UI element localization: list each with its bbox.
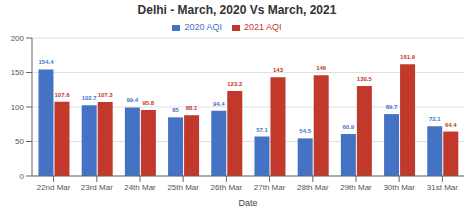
svg-text:Date: Date (238, 198, 257, 206)
svg-text:26th Mar: 26th Mar (211, 183, 243, 192)
svg-text:102.7: 102.7 (82, 95, 98, 101)
svg-text:25th Mar: 25th Mar (167, 183, 199, 192)
svg-text:24th Mar: 24th Mar (124, 183, 156, 192)
svg-text:107.6: 107.6 (54, 92, 70, 98)
svg-text:200: 200 (11, 34, 25, 43)
svg-text:27th Mar: 27th Mar (254, 183, 286, 192)
svg-text:23rd Mar: 23rd Mar (81, 183, 113, 192)
svg-text:85: 85 (172, 107, 179, 113)
svg-text:143: 143 (273, 67, 284, 73)
svg-text:123.2: 123.2 (227, 81, 243, 87)
svg-text:60.9: 60.9 (343, 124, 355, 130)
svg-text:99.4: 99.4 (127, 97, 139, 103)
svg-text:154.4: 154.4 (38, 59, 54, 65)
svg-text:0: 0 (20, 172, 25, 181)
svg-text:72.1: 72.1 (429, 116, 441, 122)
svg-text:31st Mar: 31st Mar (427, 183, 458, 192)
svg-text:50: 50 (15, 137, 24, 146)
svg-text:130.5: 130.5 (357, 76, 373, 82)
html-text:2021 AQI: 2021 AQI (244, 22, 282, 32)
svg-text:64.4: 64.4 (445, 122, 457, 128)
html-text:Delhi - March, 2020 Vs March,: Delhi - March, 2020 Vs March, 2021 (137, 3, 337, 17)
svg-text:29th Mar: 29th Mar (340, 183, 372, 192)
svg-text:95.8: 95.8 (143, 100, 155, 106)
svg-text:100: 100 (11, 103, 25, 112)
svg-text:22nd Mar: 22nd Mar (37, 183, 71, 192)
svg-text:30th Mar: 30th Mar (383, 183, 415, 192)
svg-text:161.9: 161.9 (400, 54, 416, 60)
svg-text:88.1: 88.1 (186, 105, 198, 111)
svg-text:89.7: 89.7 (386, 104, 398, 110)
html-text:2020 AQI: 2020 AQI (184, 22, 222, 32)
svg-text:57.1: 57.1 (256, 127, 268, 133)
svg-text:94.4: 94.4 (213, 101, 225, 107)
svg-text:146: 146 (316, 65, 327, 71)
svg-text:150: 150 (11, 68, 25, 77)
svg-text:54.5: 54.5 (299, 128, 311, 134)
svg-text:107.3: 107.3 (98, 92, 114, 98)
svg-text:28th Mar: 28th Mar (297, 183, 329, 192)
